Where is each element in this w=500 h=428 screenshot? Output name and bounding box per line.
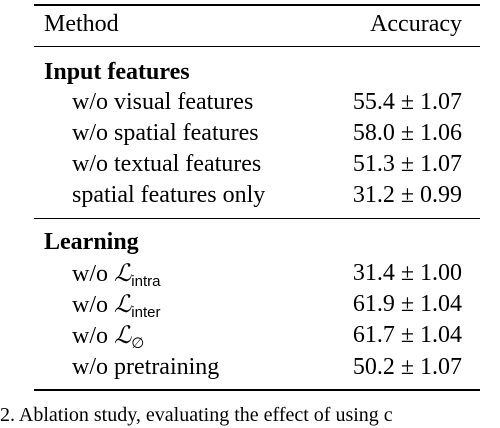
method-label: w/o ℒ∅ bbox=[72, 321, 145, 352]
loss-subscript: ∅ bbox=[131, 335, 145, 352]
accuracy-value: 58.0 ± 1.06 bbox=[352, 120, 462, 146]
accuracy-value: 31.4 ± 1.00 bbox=[352, 260, 462, 286]
accuracy-value: 50.2 ± 1.07 bbox=[352, 354, 462, 380]
loss-symbol: ℒ bbox=[114, 290, 132, 318]
section-rule bbox=[34, 218, 480, 219]
accuracy-value: 55.4 ± 1.07 bbox=[352, 89, 462, 115]
loss-subscript: inter bbox=[131, 304, 161, 321]
method-label: w/o pretraining bbox=[72, 354, 220, 380]
accuracy-value: 61.9 ± 1.04 bbox=[352, 291, 462, 317]
top-rule bbox=[34, 4, 480, 6]
accuracy-value: 31.2 ± 0.99 bbox=[352, 182, 462, 208]
accuracy-value: 51.3 ± 1.07 bbox=[352, 151, 462, 177]
method-label: w/o ℒintra bbox=[72, 259, 161, 290]
section-title-learning: Learning bbox=[44, 229, 139, 255]
loss-symbol: ℒ bbox=[114, 259, 132, 287]
bottom-rule bbox=[34, 389, 480, 391]
method-label: w/o ℒinter bbox=[72, 290, 161, 321]
header-method: Method bbox=[44, 11, 119, 37]
method-label: w/o visual features bbox=[72, 89, 254, 115]
loss-subscript: intra bbox=[131, 273, 161, 290]
method-label: w/o spatial features bbox=[72, 120, 259, 146]
accuracy-value: 61.7 ± 1.04 bbox=[352, 322, 462, 348]
method-label: spatial features only bbox=[72, 182, 266, 208]
header-rule bbox=[34, 46, 480, 47]
table-caption: 2. Ablation study, evaluating the effect… bbox=[0, 404, 393, 426]
header-accuracy: Accuracy bbox=[370, 11, 462, 37]
section-title-input-features: Input features bbox=[44, 59, 190, 85]
method-label: w/o textual features bbox=[72, 151, 262, 177]
loss-symbol: ℒ bbox=[114, 321, 132, 349]
